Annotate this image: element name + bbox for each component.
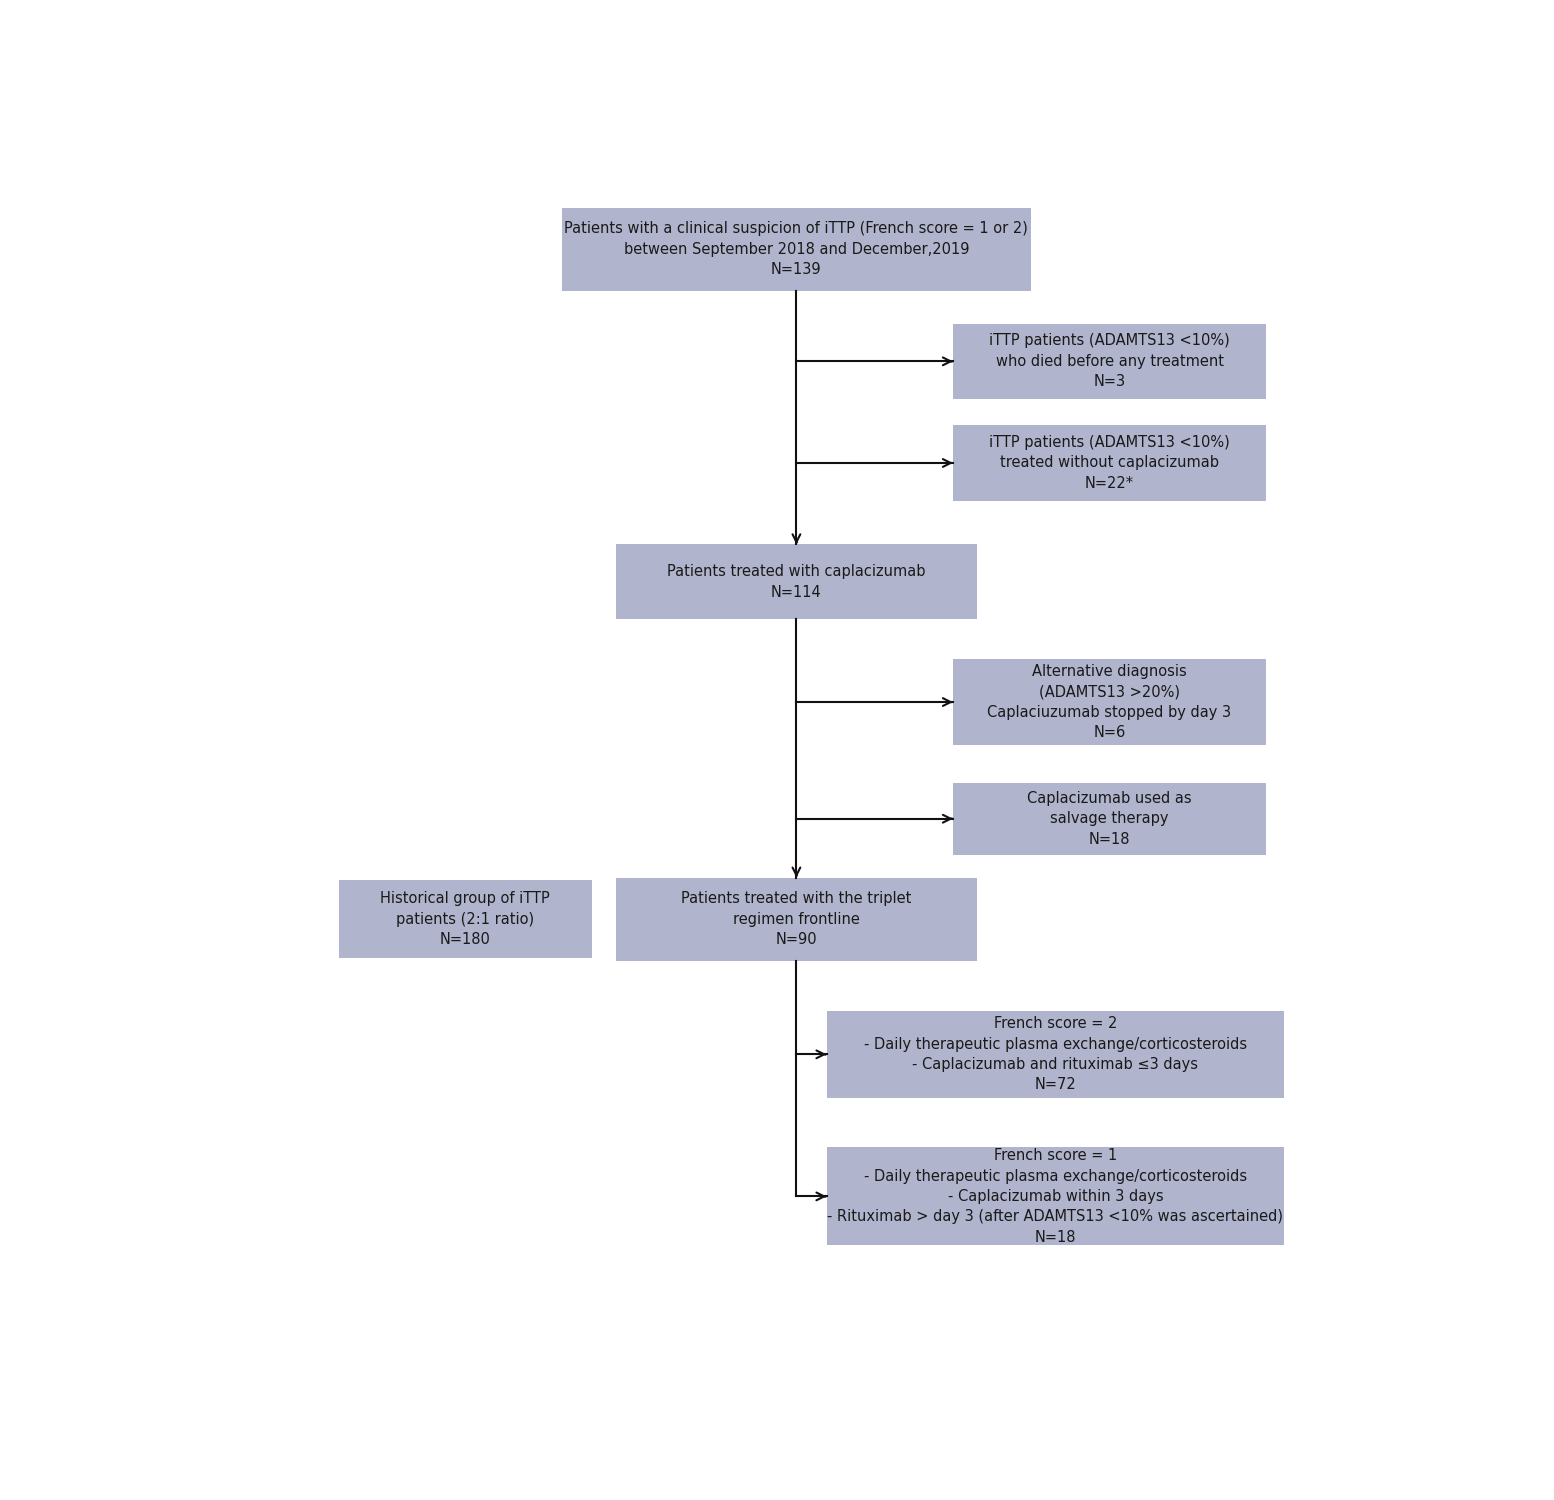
Text: Patients treated with the triplet
regimen frontline
N=90: Patients treated with the triplet regime… <box>681 891 912 946</box>
FancyBboxPatch shape <box>827 1011 1284 1098</box>
Text: Patients with a clinical suspicion of iTTP (French score = 1 or 2)
between Septe: Patients with a clinical suspicion of iT… <box>564 222 1029 278</box>
FancyBboxPatch shape <box>953 426 1267 501</box>
FancyBboxPatch shape <box>561 207 1032 291</box>
Text: Alternative diagnosis
(ADAMTS13 >20%)
Caplaciuzumab stopped by day 3
N=6: Alternative diagnosis (ADAMTS13 >20%) Ca… <box>987 664 1232 740</box>
Text: iTTP patients (ADAMTS13 <10%)
who died before any treatment
N=3: iTTP patients (ADAMTS13 <10%) who died b… <box>990 333 1229 388</box>
FancyBboxPatch shape <box>953 783 1267 855</box>
Text: French score = 1
- Daily therapeutic plasma exchange/corticosteroids
- Caplacizu: French score = 1 - Daily therapeutic pla… <box>827 1148 1284 1245</box>
Text: Caplacizumab used as
salvage therapy
N=18: Caplacizumab used as salvage therapy N=1… <box>1027 790 1192 846</box>
Text: iTTP patients (ADAMTS13 <10%)
treated without caplacizumab
N=22*: iTTP patients (ADAMTS13 <10%) treated wi… <box>990 435 1229 490</box>
FancyBboxPatch shape <box>827 1148 1284 1245</box>
FancyBboxPatch shape <box>615 878 977 962</box>
Text: Patients treated with caplacizumab
N=114: Patients treated with caplacizumab N=114 <box>667 564 926 600</box>
FancyBboxPatch shape <box>615 544 977 620</box>
FancyBboxPatch shape <box>953 658 1267 746</box>
Text: French score = 2
- Daily therapeutic plasma exchange/corticosteroids
- Caplacizu: French score = 2 - Daily therapeutic pla… <box>864 1016 1246 1092</box>
FancyBboxPatch shape <box>953 324 1267 399</box>
FancyBboxPatch shape <box>339 880 592 959</box>
Text: Historical group of iTTP
patients (2:1 ratio)
N=180: Historical group of iTTP patients (2:1 r… <box>381 891 550 946</box>
